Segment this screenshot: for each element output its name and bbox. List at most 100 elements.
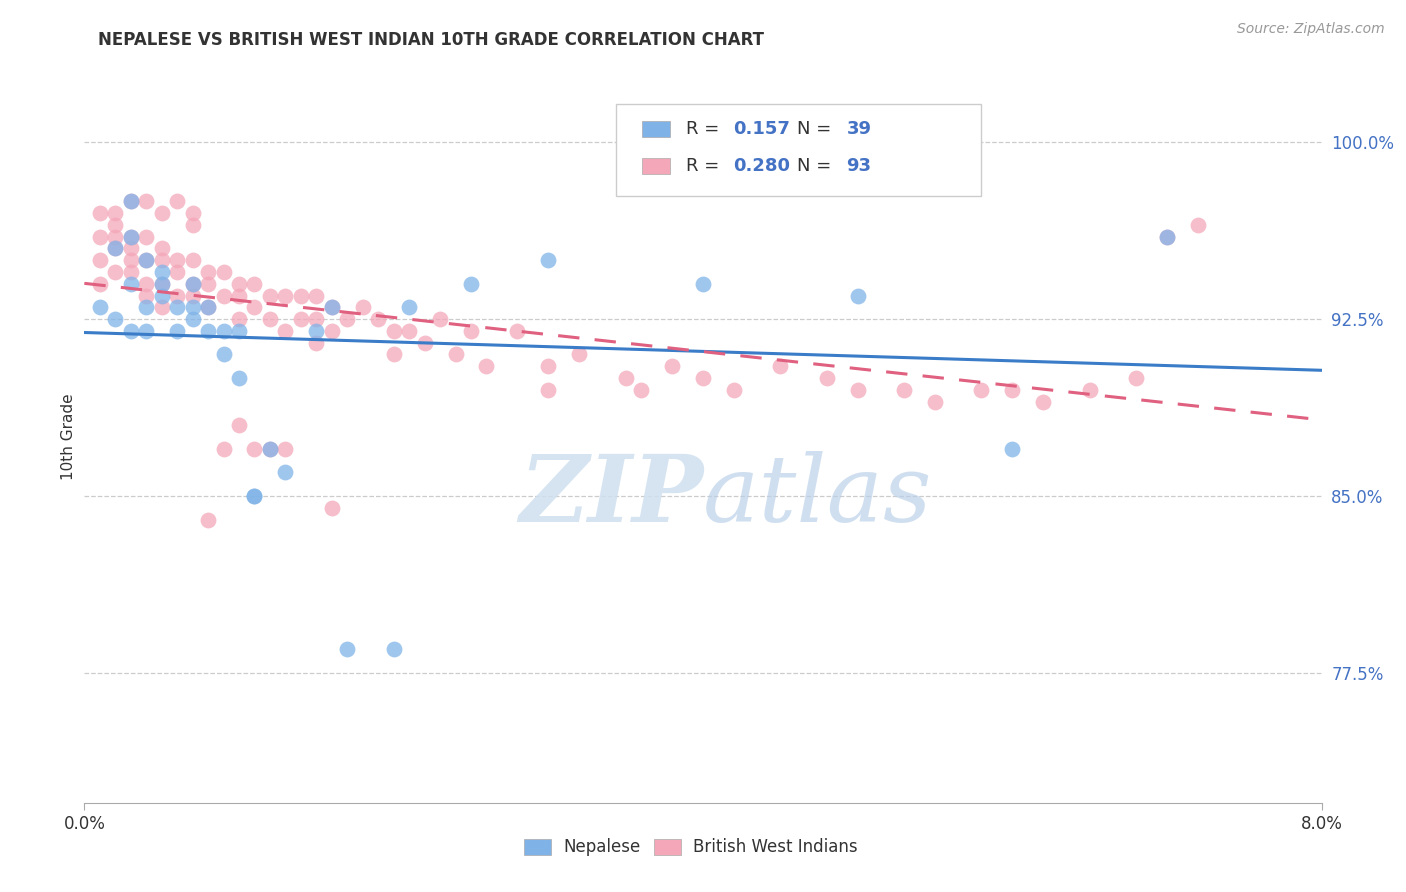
Point xyxy=(197,277,219,291)
Point xyxy=(970,383,993,397)
Point xyxy=(382,642,405,657)
Point xyxy=(352,301,374,315)
Point xyxy=(104,265,127,279)
Point xyxy=(150,206,173,220)
Point xyxy=(398,324,420,338)
Point xyxy=(120,265,142,279)
Point xyxy=(506,324,529,338)
Point xyxy=(413,335,436,350)
Point xyxy=(429,312,451,326)
Point xyxy=(460,277,482,291)
Point xyxy=(212,324,235,338)
Point xyxy=(150,288,173,302)
Point xyxy=(104,218,127,232)
Point xyxy=(460,324,482,338)
Point xyxy=(274,466,297,480)
Point xyxy=(1032,394,1054,409)
Point xyxy=(120,194,142,208)
Point xyxy=(89,301,111,315)
Point xyxy=(89,253,111,268)
Point xyxy=(135,253,157,268)
Text: R =: R = xyxy=(686,157,724,175)
Point xyxy=(166,324,188,338)
Point xyxy=(228,277,250,291)
Point xyxy=(135,229,157,244)
Point xyxy=(228,418,250,433)
Point xyxy=(444,347,467,361)
Point xyxy=(120,277,142,291)
Point xyxy=(104,229,127,244)
Point xyxy=(181,206,204,220)
Point xyxy=(290,288,312,302)
FancyBboxPatch shape xyxy=(643,158,669,174)
Point xyxy=(228,371,250,385)
Point xyxy=(1001,442,1024,456)
Point xyxy=(150,253,173,268)
Point xyxy=(243,489,266,503)
Point xyxy=(212,288,235,302)
Point xyxy=(305,288,328,302)
Point xyxy=(104,206,127,220)
Point xyxy=(321,324,343,338)
Point xyxy=(321,301,343,315)
FancyBboxPatch shape xyxy=(616,104,981,195)
Point xyxy=(382,347,405,361)
Point xyxy=(120,253,142,268)
Point xyxy=(150,301,173,315)
Point xyxy=(120,194,142,208)
Point xyxy=(181,301,204,315)
Point xyxy=(259,288,281,302)
Point xyxy=(259,442,281,456)
Point xyxy=(150,241,173,255)
Point xyxy=(537,383,560,397)
Point xyxy=(120,229,142,244)
Point xyxy=(228,288,250,302)
Point xyxy=(661,359,683,374)
Point xyxy=(321,500,343,515)
Point xyxy=(228,324,250,338)
Point xyxy=(321,301,343,315)
Point xyxy=(398,301,420,315)
Point xyxy=(367,312,389,326)
Text: Nepalese: Nepalese xyxy=(564,838,641,856)
Point xyxy=(120,229,142,244)
Point xyxy=(89,277,111,291)
Point xyxy=(197,301,219,315)
Text: 39: 39 xyxy=(846,120,872,138)
Point xyxy=(166,253,188,268)
Point xyxy=(197,513,219,527)
Point xyxy=(336,642,359,657)
Point xyxy=(135,253,157,268)
Point xyxy=(243,489,266,503)
Point xyxy=(166,288,188,302)
Point xyxy=(104,312,127,326)
Point xyxy=(135,277,157,291)
Point xyxy=(274,288,297,302)
Point xyxy=(614,371,637,385)
Text: NEPALESE VS BRITISH WEST INDIAN 10TH GRADE CORRELATION CHART: NEPALESE VS BRITISH WEST INDIAN 10TH GRA… xyxy=(98,31,765,49)
Point xyxy=(212,347,235,361)
Point xyxy=(568,347,591,361)
Point xyxy=(181,312,204,326)
Point xyxy=(305,324,328,338)
Point xyxy=(166,194,188,208)
Point xyxy=(181,218,204,232)
Point xyxy=(120,241,142,255)
Point xyxy=(1078,383,1101,397)
Text: Source: ZipAtlas.com: Source: ZipAtlas.com xyxy=(1237,22,1385,37)
Point xyxy=(243,442,266,456)
Point xyxy=(537,253,560,268)
Point xyxy=(150,277,173,291)
Point xyxy=(150,277,173,291)
Text: R =: R = xyxy=(686,120,724,138)
Point xyxy=(259,312,281,326)
Point xyxy=(150,265,173,279)
Point xyxy=(893,383,915,397)
Y-axis label: 10th Grade: 10th Grade xyxy=(60,393,76,481)
Point xyxy=(537,359,560,374)
Point xyxy=(630,383,652,397)
Point xyxy=(274,442,297,456)
Text: ZIP: ZIP xyxy=(519,450,703,541)
Point xyxy=(181,253,204,268)
Point xyxy=(104,241,127,255)
